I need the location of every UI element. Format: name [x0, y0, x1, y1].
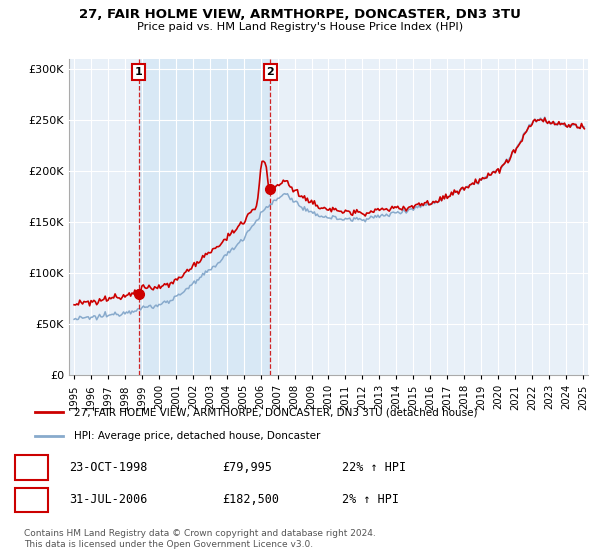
Text: 2: 2 [266, 67, 274, 77]
Text: 31-JUL-2006: 31-JUL-2006 [69, 493, 148, 506]
FancyBboxPatch shape [15, 488, 48, 512]
Text: Price paid vs. HM Land Registry's House Price Index (HPI): Price paid vs. HM Land Registry's House … [137, 22, 463, 32]
Text: 2% ↑ HPI: 2% ↑ HPI [342, 493, 399, 506]
FancyBboxPatch shape [15, 455, 48, 480]
Bar [139, 59, 271, 375]
Text: £182,500: £182,500 [222, 493, 279, 506]
Text: HPI: Average price, detached house, Doncaster: HPI: Average price, detached house, Donc… [74, 431, 320, 441]
Text: 22% ↑ HPI: 22% ↑ HPI [342, 461, 406, 474]
Text: 2: 2 [27, 493, 35, 506]
Text: Contains HM Land Registry data © Crown copyright and database right 2024.
This d: Contains HM Land Registry data © Crown c… [24, 529, 376, 549]
Text: 27, FAIR HOLME VIEW, ARMTHORPE, DONCASTER, DN3 3TU: 27, FAIR HOLME VIEW, ARMTHORPE, DONCASTE… [79, 8, 521, 21]
Text: 1: 1 [134, 67, 142, 77]
Text: 23-OCT-1998: 23-OCT-1998 [69, 461, 148, 474]
Text: 27, FAIR HOLME VIEW, ARMTHORPE, DONCASTER, DN3 3TU (detached house): 27, FAIR HOLME VIEW, ARMTHORPE, DONCASTE… [74, 408, 478, 418]
Text: 1: 1 [27, 461, 35, 474]
Text: £79,995: £79,995 [222, 461, 272, 474]
